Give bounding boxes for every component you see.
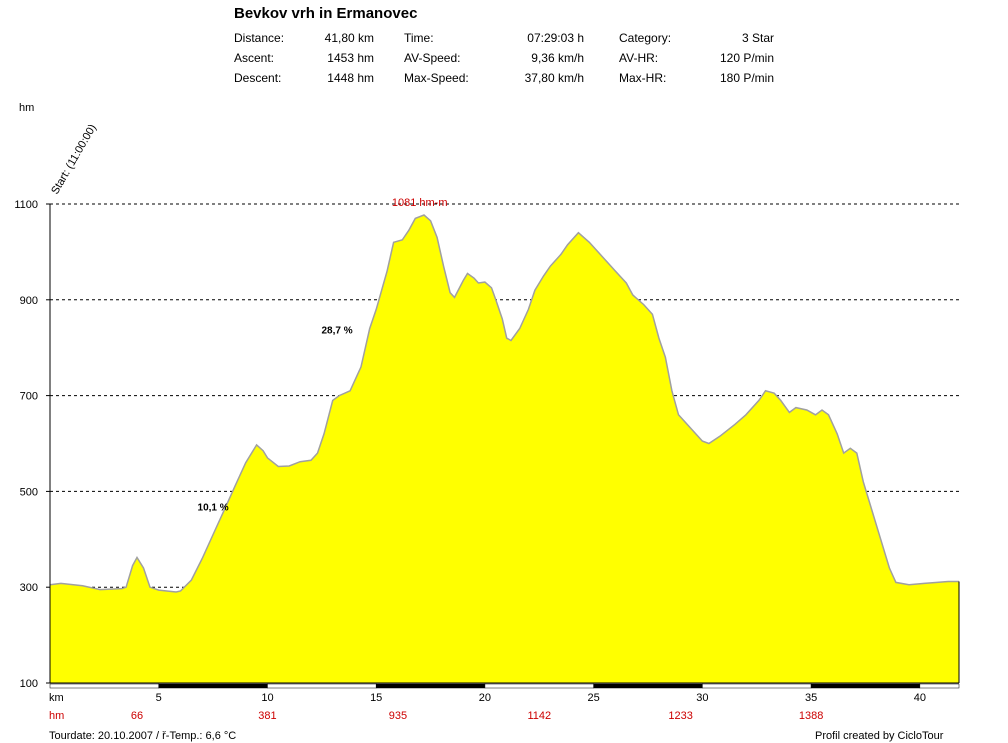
x-tick-label-5: 5 bbox=[156, 692, 162, 704]
distance-value: 41,80 km bbox=[324, 31, 374, 45]
time-value: 07:29:03 h bbox=[527, 31, 584, 45]
hm-row-label: hm bbox=[49, 710, 64, 722]
gradient-annotation-0: 10,1 % bbox=[198, 503, 229, 514]
x-tick-label-20: 20 bbox=[479, 692, 491, 704]
hm-marker-2: 935 bbox=[389, 710, 407, 722]
x-axis-segment-1 bbox=[158, 683, 268, 689]
y-tick-label-1100: 1100 bbox=[14, 199, 38, 211]
descent-label: Descent: bbox=[234, 71, 282, 85]
x-tick-label-10: 10 bbox=[261, 692, 273, 704]
descent-value: 1448 hm bbox=[327, 71, 374, 85]
avspeed-value: 9,36 km/h bbox=[531, 51, 584, 65]
x-axis-segment-2 bbox=[267, 683, 377, 689]
hm-marker-3: 1142 bbox=[527, 710, 551, 722]
x-axis-segment-0 bbox=[49, 683, 159, 689]
maxhr-label: Max-HR: bbox=[619, 71, 667, 85]
hm-marker-1: 381 bbox=[258, 710, 276, 722]
avspeed-label: AV-Speed: bbox=[404, 51, 461, 65]
elevation-area bbox=[50, 215, 959, 683]
y-tick-label-100: 100 bbox=[20, 678, 38, 690]
hm-marker-5: 1388 bbox=[799, 710, 823, 722]
maxspeed-value: 37,80 km/h bbox=[524, 71, 584, 85]
page-title: Bevkov vrh in Ermanovec bbox=[234, 5, 418, 22]
y-tick-label-700: 700 bbox=[20, 391, 38, 403]
x-axis-segment-5 bbox=[593, 683, 703, 689]
x-axis-segment-8 bbox=[919, 683, 960, 689]
maxhr-value: 180 P/min bbox=[719, 71, 774, 85]
x-axis-segment-4 bbox=[484, 683, 594, 689]
x-tick-label-30: 30 bbox=[696, 692, 708, 704]
start-label: Start: (11:00:00) bbox=[49, 122, 99, 196]
x-axis-segment-7 bbox=[810, 683, 921, 689]
x-axis-segment-3 bbox=[375, 683, 486, 689]
category-label: Category: bbox=[619, 31, 672, 45]
hm-marker-4: 1233 bbox=[668, 710, 692, 722]
axis-labels: 100 300 500 700 900 1100 5 10 15 20 25 30 35 40 66 381 9… bbox=[14, 199, 926, 722]
x-tick-label-15: 15 bbox=[370, 692, 382, 704]
avhr-value: 120 P/min bbox=[719, 51, 774, 65]
avhr-label: AV-HR: bbox=[619, 51, 659, 65]
maxspeed-label: Max-Speed: bbox=[404, 71, 469, 85]
x-axis-segment-6 bbox=[702, 683, 812, 689]
category-value: 3 Star bbox=[741, 31, 774, 45]
x-axis-unit-label: km bbox=[49, 692, 64, 704]
y-tick-label-300: 300 bbox=[20, 582, 38, 594]
x-tick-label-35: 35 bbox=[805, 692, 817, 704]
elevation-outline bbox=[49, 214, 959, 593]
y-tick-label-500: 500 bbox=[20, 486, 38, 498]
x-tick-label-25: 25 bbox=[588, 692, 600, 704]
gradient-annotation-1: 28,7 % bbox=[321, 325, 352, 336]
time-label: Time: bbox=[404, 31, 434, 45]
hm-marker-0: 66 bbox=[131, 710, 143, 722]
ascent-value: 1453 hm bbox=[327, 51, 374, 65]
tourdate-text: Tourdate: 20.10.2007 / ř-Temp.: 6,6 °C bbox=[49, 730, 237, 742]
axes bbox=[46, 203, 960, 689]
credit-text: Profil created by CicloTour bbox=[815, 730, 944, 742]
x-tick-label-40: 40 bbox=[914, 692, 926, 704]
y-axis-unit-label: hm bbox=[19, 102, 34, 114]
peak-label: 1081 hm-m bbox=[392, 197, 448, 209]
y-tick-label-900: 900 bbox=[20, 295, 38, 307]
ascent-label: Ascent: bbox=[234, 51, 275, 65]
distance-label: Distance: bbox=[234, 31, 285, 45]
